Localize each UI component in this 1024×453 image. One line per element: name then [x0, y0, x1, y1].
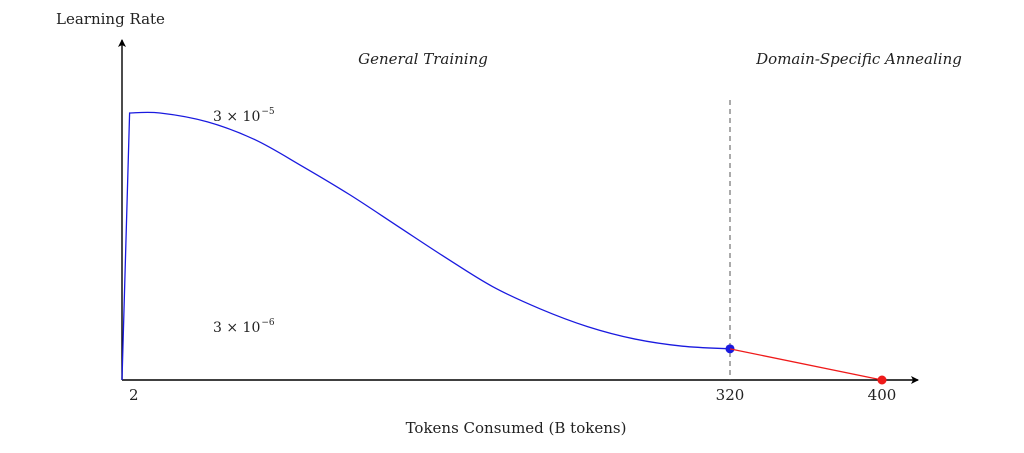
annotation-1: 3 × 10 −6	[213, 318, 275, 336]
x-tick-labels: 2 320 400	[129, 386, 896, 404]
y-axis-label: Learning Rate	[56, 10, 165, 28]
series-endpoint-1	[877, 375, 887, 385]
x-axis-label: Tokens Consumed (B tokens)	[406, 419, 627, 437]
annotation-exponent: −6	[261, 318, 275, 328]
region-label-1: Domain-Specific Annealing	[755, 50, 962, 68]
annotation-base: 3 × 10	[213, 320, 260, 336]
value-annotations: 3 × 10 −53 × 10 −6	[213, 107, 275, 336]
series-layer	[121, 111, 887, 385]
series-line-0	[121, 111, 731, 381]
series-line-1	[729, 348, 883, 381]
region-label-0: General Training	[358, 50, 488, 68]
x-tick-label-2: 2	[129, 386, 139, 404]
x-tick-label-320: 320	[716, 386, 745, 404]
annotation-exponent: −5	[261, 107, 275, 117]
annotation-base: 3 × 10	[213, 109, 260, 125]
x-tick-label-400: 400	[868, 386, 897, 404]
annotation-0: 3 × 10 −5	[213, 107, 275, 125]
region-labels: General Training Domain-Specific Annealin…	[358, 50, 962, 68]
